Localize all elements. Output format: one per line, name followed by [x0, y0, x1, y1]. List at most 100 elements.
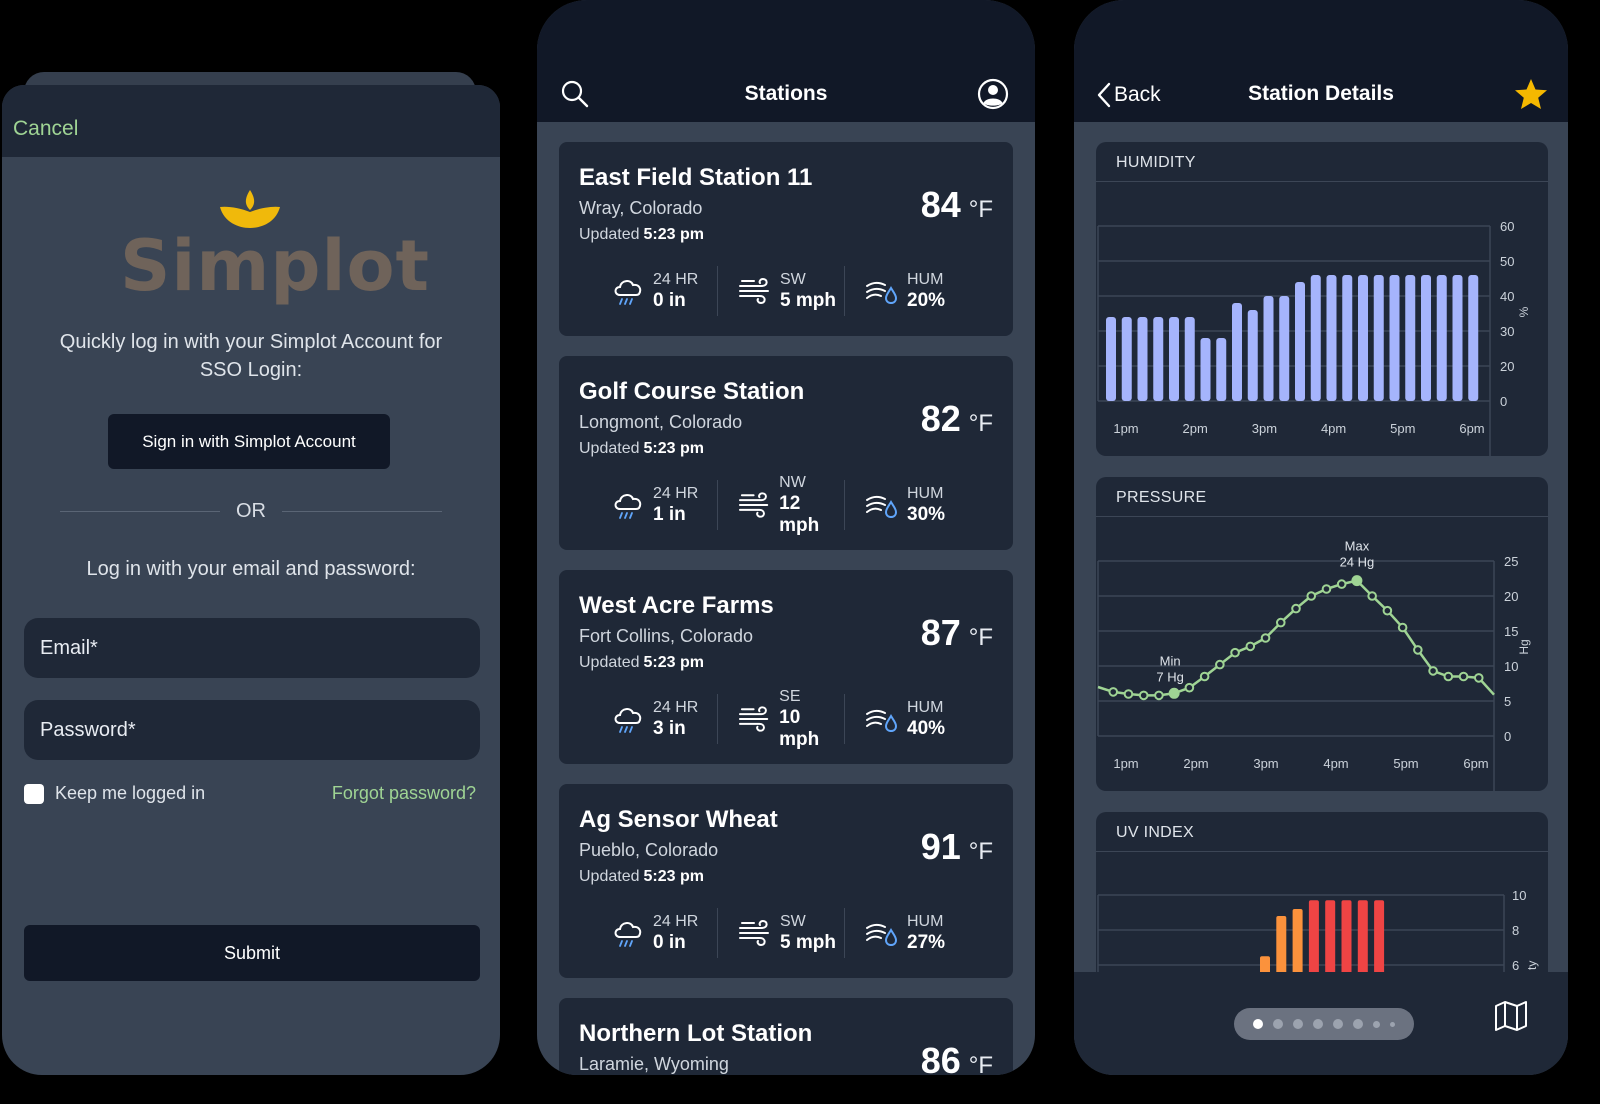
humidity-bar [1342, 275, 1353, 401]
details-header: Back Station Details [1074, 0, 1568, 122]
station-location: Fort Collins, Colorado [579, 626, 754, 646]
page-dot[interactable] [1293, 1019, 1303, 1029]
page-dot[interactable] [1333, 1019, 1343, 1029]
axis-unit-label: Hg [1517, 639, 1531, 654]
cancel-button[interactable]: Cancel [13, 117, 79, 140]
station-card[interactable]: East Field Station 11 Wray, Colorado 84 … [559, 142, 1013, 336]
humidity-bar [1436, 275, 1447, 401]
search-icon[interactable] [561, 80, 589, 108]
password-input[interactable] [40, 718, 480, 742]
y-tick-label: 30 [1500, 324, 1514, 339]
rainfall-label: 24 HR [653, 699, 699, 716]
x-tick-label: 1pm [1113, 421, 1138, 436]
humidity-label: HUM [907, 699, 944, 716]
favorite-star-icon[interactable] [1514, 78, 1548, 110]
station-name: Northern Lot Station [579, 1020, 813, 1047]
leaf-logo-icon [220, 190, 280, 228]
temperature-value: 87 [920, 612, 961, 653]
pressure-data-point [1215, 659, 1225, 670]
page-title: Station Details [1248, 82, 1394, 105]
humidity-bar-chart[interactable]: 60 50 40 30 20 0 1pm 2pm 3pm 4pm 5pm 6pm% [1096, 182, 1548, 456]
temperature: 87 °F [921, 612, 993, 654]
x-tick-label: 1pm [1113, 756, 1138, 771]
back-label: Back [1114, 83, 1161, 106]
rainfall-label: 24 HR [653, 913, 699, 930]
pressure-data-point [1230, 647, 1240, 658]
station-card[interactable]: Golf Course Station Longmont, Colorado 8… [559, 356, 1013, 550]
pressure-data-point [1306, 591, 1317, 601]
y-tick-label: 8 [1512, 923, 1519, 938]
humidity-bar [1153, 317, 1164, 401]
email-field-container [24, 618, 480, 678]
station-location: Longmont, Colorado [579, 412, 743, 432]
pressure-data-point [1458, 671, 1469, 682]
humidity-bar [1295, 282, 1305, 401]
station-card[interactable]: Northern Lot Station Laramie, Wyoming 86… [559, 998, 1013, 1075]
humidity-metric: HUM 40% [844, 694, 971, 744]
humidity-bar [1216, 338, 1227, 401]
humidity-icon [866, 495, 898, 519]
page-dot[interactable] [1373, 1020, 1380, 1028]
y-tick-label: 15 [1504, 624, 1518, 639]
wind-speed: 10 mph [779, 707, 820, 750]
rainfall-metric: 24 HR 0 in [611, 266, 717, 316]
y-tick-label: 40 [1500, 289, 1514, 304]
submit-button[interactable]: Submit [24, 925, 480, 981]
rain-cloud-icon [614, 280, 642, 305]
humidity-chart-card: HUMIDITY 60 50 40 30 20 0 1pm 2pm 3pm 4pm 5pm 6pm% [1096, 142, 1548, 456]
page-dot[interactable] [1390, 1021, 1395, 1027]
rainfall-metric: 24 HR 0 in [611, 908, 717, 958]
humidity-bar [1247, 310, 1258, 401]
pressure-data-point [1397, 622, 1408, 633]
rain-cloud-icon [614, 494, 642, 519]
page-dot[interactable] [1353, 1019, 1363, 1029]
page-dot[interactable] [1273, 1019, 1283, 1029]
station-card[interactable]: Ag Sensor Wheat Pueblo, Colorado 91 °F U… [559, 784, 1013, 978]
keep-logged-in-label: Keep me logged in [55, 783, 206, 803]
rain-cloud-icon [614, 922, 642, 947]
axis-unit-label: ty [1525, 961, 1539, 970]
temperature-unit: °F [968, 410, 993, 437]
pressure-data-point [1428, 666, 1438, 676]
pressure-data-point [1199, 671, 1210, 682]
page-indicator[interactable] [1234, 1008, 1414, 1040]
keep-logged-in-checkbox[interactable] [24, 783, 44, 804]
x-tick-label: 2pm [1183, 421, 1208, 436]
pressure-data-point [1168, 687, 1180, 699]
page-dot[interactable] [1313, 1019, 1323, 1029]
station-card[interactable]: West Acre Farms Fort Collins, Colorado 8… [559, 570, 1013, 764]
pressure-chart-title: PRESSURE [1096, 477, 1548, 517]
rainfall-metric: 24 HR 3 in [611, 694, 717, 744]
page-dot[interactable] [1253, 1019, 1263, 1029]
x-tick-label: 6pm [1463, 756, 1488, 771]
station-name: Golf Course Station [579, 378, 805, 405]
humidity-bar [1373, 275, 1384, 401]
page-title: Stations [744, 82, 828, 105]
back-button[interactable]: Back [1096, 82, 1161, 108]
wind-metric: SE 10 mph [717, 688, 844, 750]
login-screen: Cancel Simplot Quickly log in with your … [2, 85, 500, 1075]
pressure-data-point [1260, 633, 1271, 643]
pressure-data-point [1154, 690, 1164, 701]
wind-icon [738, 706, 769, 732]
forgot-password-link[interactable]: Forgot password? [331, 783, 476, 803]
email-input[interactable] [40, 636, 480, 660]
humidity-chart-title: HUMIDITY [1096, 142, 1548, 182]
updated-time: Updated 5:23 pm [579, 868, 704, 886]
x-tick-label: 2pm [1183, 756, 1208, 771]
humidity-bar [1468, 275, 1479, 401]
updated-value: 5:23 pm [643, 654, 704, 671]
wind-speed: 5 mph [780, 932, 836, 953]
min-annotation-label: Min [1160, 653, 1181, 668]
user-circle-icon[interactable] [977, 78, 1009, 110]
bottom-bar [1074, 972, 1568, 1075]
y-tick-label: 0 [1504, 729, 1511, 744]
rain-cloud-icon [614, 708, 642, 733]
map-icon[interactable] [1494, 1000, 1528, 1032]
wind-icon [738, 492, 769, 518]
sso-sign-in-button[interactable]: Sign in with Simplot Account [108, 414, 390, 469]
email-intro-text: Log in with your email and password: [86, 558, 416, 580]
humidity-label: HUM [907, 271, 944, 288]
stations-screen: Stations East Field Station 11 Wray, Col… [537, 0, 1035, 1075]
